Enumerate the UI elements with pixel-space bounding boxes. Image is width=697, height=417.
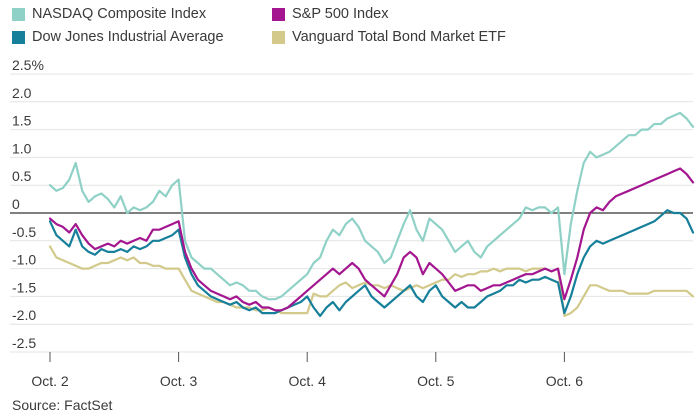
legend-label-sp500: S&P 500 Index [292,6,389,22]
sp500-line [48,167,695,312]
x-tick-label: Oct. 4 [289,373,327,389]
legend-item-nasdaq: NASDAQ Composite Index [12,6,206,22]
legend-swatch-dow [12,30,25,44]
y-tick-label: 0.5 [12,168,32,184]
y-tick-label: 1.5 [12,113,32,129]
y-tick-label: -2.5 [12,335,36,351]
legend-label-nasdaq: NASDAQ Composite Index [32,6,207,22]
x-tick-label: Oct. 2 [31,373,69,389]
x-tick-label: Oct. 6 [546,373,584,389]
y-tick-label: 2.5% [12,57,44,73]
legend-swatch-nasdaq [12,7,25,21]
nasdaq-line [48,111,695,301]
legend-label-bond: Vanguard Total Bond Market ETF [292,29,506,45]
x-tick-label: Oct. 5 [417,373,455,389]
source-note: Source: FactSet [12,397,113,413]
y-tick-label: -0.5 [12,224,36,240]
y-axis-labels: 2.5% 2.0 1.5 1.0 0.5 0 -0.5 -1.0 -1.5 -2.0 -2.5 [12,57,44,351]
y-tick-label: -2.0 [12,307,36,323]
legend-item-dow: Dow Jones Industrial Average [12,29,224,45]
series-lines [48,111,695,317]
legend-swatch-sp500 [272,7,285,21]
legend-swatch-bond [272,30,285,44]
x-axis-ticks: Oct. 2 Oct. 3 Oct. 4 Oct. 5 Oct. 6 [31,352,583,389]
dow-line [48,209,695,317]
legend-label-dow: Dow Jones Industrial Average [32,29,224,45]
chart-legend: NASDAQ Composite Index S&P 500 Index Dow… [12,6,692,50]
x-tick-label: Oct. 3 [160,373,198,389]
y-tick-label: 0 [12,196,20,212]
y-tick-label: 1.0 [12,140,32,156]
y-tick-label: -1.0 [12,252,36,268]
y-tick-label: -1.5 [12,279,36,295]
legend-item-bond: Vanguard Total Bond Market ETF [272,29,506,45]
legend-item-sp500: S&P 500 Index [272,6,388,22]
bond-line [48,245,695,317]
y-tick-label: 2.0 [12,85,32,101]
